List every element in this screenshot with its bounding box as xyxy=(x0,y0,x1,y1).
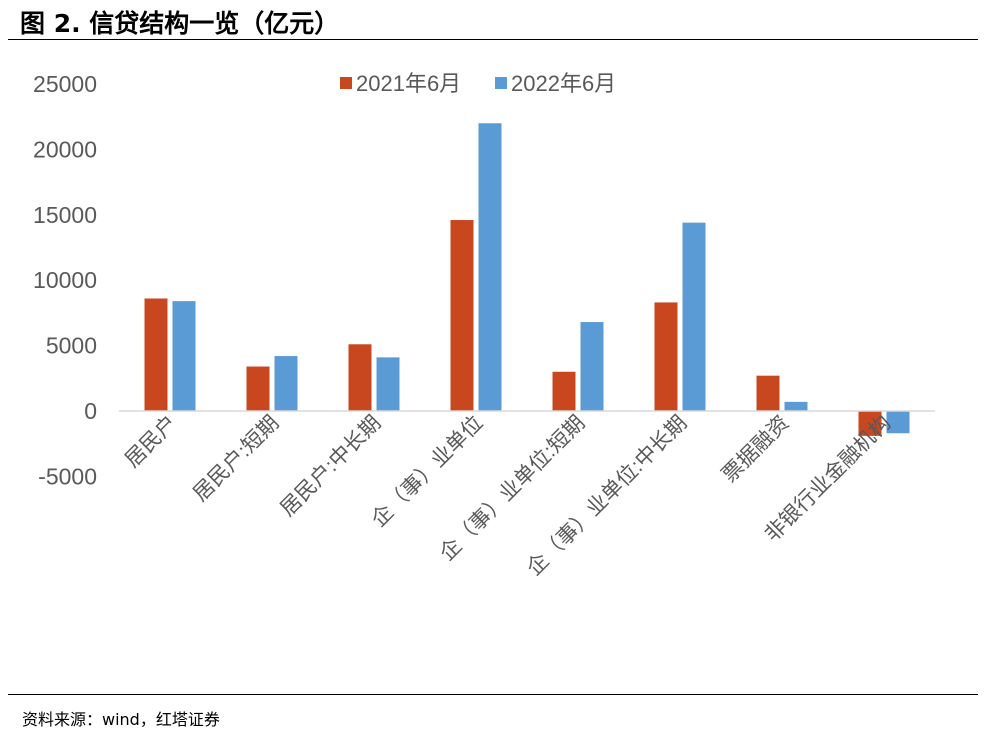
bar-2021 xyxy=(552,371,576,411)
source-divider xyxy=(8,694,978,695)
y-tick-label: 10000 xyxy=(33,267,97,293)
x-tick-label: 居民户:中长期 xyxy=(276,411,385,520)
bar-2022 xyxy=(784,401,808,411)
bar-2022 xyxy=(886,411,910,434)
y-tick-label: 15000 xyxy=(33,202,97,228)
bar-2022 xyxy=(376,357,400,411)
bar-2021 xyxy=(144,298,168,411)
bar-2021 xyxy=(450,220,474,411)
x-tick-label: 居民户 xyxy=(121,411,182,472)
bar-2022 xyxy=(172,301,196,411)
bar-2022 xyxy=(274,356,298,411)
bar-2021 xyxy=(858,411,882,436)
legend-swatch xyxy=(340,77,352,89)
bar-2021 xyxy=(654,302,678,411)
bar-2021 xyxy=(348,344,372,411)
y-tick-label: 0 xyxy=(84,398,97,424)
x-tick-label: 票据融资 xyxy=(718,411,794,487)
y-tick-label: 20000 xyxy=(33,136,97,162)
legend-swatch xyxy=(495,77,507,89)
y-tick-label: 5000 xyxy=(46,333,97,359)
chart-title: 图 2. 信贷结构一览（亿元） xyxy=(20,9,340,38)
bar-2022 xyxy=(478,123,502,412)
bar-2022 xyxy=(682,222,706,411)
title-divider xyxy=(8,39,978,40)
bar-2021 xyxy=(246,366,270,411)
legend-label: 2022年6月 xyxy=(511,71,616,96)
legend-label: 2021年6月 xyxy=(356,71,461,96)
bar-2021 xyxy=(756,375,780,411)
bar-2022 xyxy=(580,322,604,411)
source-note: 资料来源：wind，红塔证券 xyxy=(22,710,220,729)
y-tick-label: -5000 xyxy=(38,463,97,489)
y-tick-label: 25000 xyxy=(33,71,97,97)
x-tick-label: 企（事）业单位 xyxy=(367,411,487,531)
x-tick-label: 居民户:短期 xyxy=(189,411,284,506)
